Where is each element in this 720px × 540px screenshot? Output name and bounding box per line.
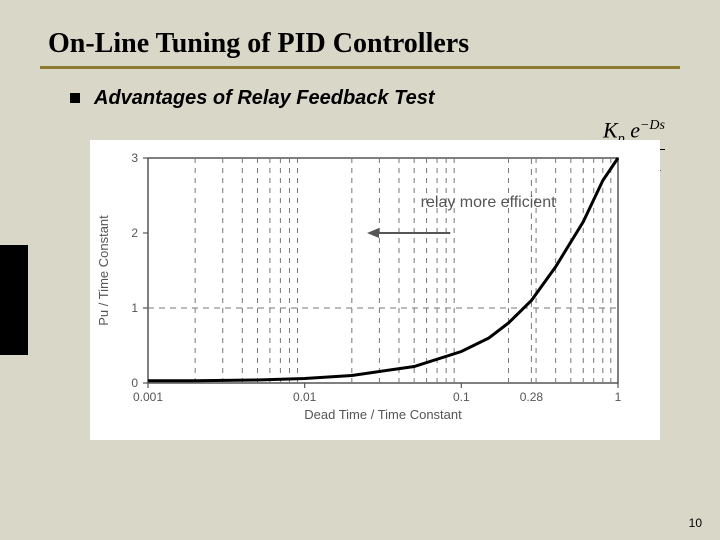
svg-text:relay more efficient: relay more efficient — [421, 194, 556, 211]
svg-text:0.1: 0.1 — [453, 390, 470, 404]
svg-text:0.28: 0.28 — [520, 390, 544, 404]
svg-text:2: 2 — [131, 226, 138, 240]
relay-efficiency-chart: 0 1 2 3 0.001 0.01 0.1 1 0.28 Dead Time / Time Co… — [90, 140, 650, 430]
chart-container: 0 1 2 3 0.001 0.01 0.1 1 0.28 Dead Time / Time Co… — [90, 140, 660, 440]
left-black-sidebar — [0, 245, 28, 355]
svg-text:Pu / Time Constant: Pu / Time Constant — [96, 215, 111, 326]
svg-text:0.001: 0.001 — [133, 390, 163, 404]
svg-text:Dead Time / Time Constant: Dead Time / Time Constant — [304, 407, 462, 422]
svg-text:0.01: 0.01 — [293, 390, 317, 404]
svg-text:3: 3 — [131, 151, 138, 165]
svg-text:1: 1 — [131, 301, 138, 315]
bullet-square-icon — [70, 93, 80, 103]
svg-text:1: 1 — [615, 390, 622, 404]
page-number: 10 — [689, 516, 702, 530]
title-underline — [40, 66, 680, 69]
slide-title: On-Line Tuning of PID Controllers — [48, 28, 680, 60]
svg-text:0: 0 — [131, 376, 138, 390]
slide: On-Line Tuning of PID Controllers Advant… — [0, 0, 720, 540]
bullet-item: Advantages of Relay Feedback Test — [70, 87, 680, 110]
bullet-text: Advantages of Relay Feedback Test — [94, 87, 435, 110]
